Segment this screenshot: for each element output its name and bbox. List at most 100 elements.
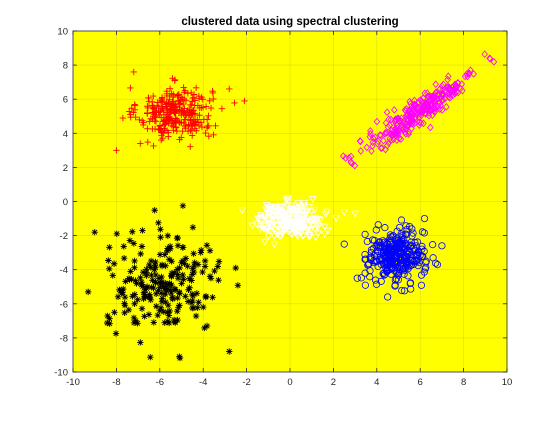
- data-point-asterisk: [162, 290, 169, 298]
- data-point-asterisk: [201, 257, 209, 265]
- data-point-diamond: [389, 131, 397, 139]
- data-point-plus: [163, 103, 170, 110]
- data-point-triangle: [261, 206, 270, 214]
- data-point-asterisk: [191, 259, 198, 266]
- data-point-triangle: [260, 238, 269, 246]
- data-point-plus: [198, 123, 206, 131]
- data-point-triangle: [284, 198, 292, 206]
- data-point-circle: [401, 230, 410, 238]
- data-point-asterisk: [147, 354, 154, 361]
- data-point-asterisk: [190, 262, 198, 270]
- data-point-asterisk: [166, 307, 173, 315]
- x-tick-label: 8: [461, 377, 466, 388]
- data-point-diamond: [465, 69, 473, 78]
- data-point-asterisk: [164, 302, 172, 309]
- data-point-plus: [174, 92, 181, 100]
- data-point-circle: [404, 251, 412, 259]
- data-point-triangle: [256, 212, 265, 219]
- data-point-circle: [387, 238, 395, 247]
- data-point-asterisk: [150, 319, 157, 326]
- data-point-plus: [169, 75, 176, 82]
- data-point-circle: [398, 286, 406, 295]
- data-point-plus: [147, 115, 154, 122]
- data-point-diamond: [455, 88, 462, 97]
- data-point-asterisk: [164, 318, 171, 325]
- x-tick-label: 4: [374, 377, 379, 388]
- data-point-asterisk: [155, 275, 163, 282]
- y-tick-label: -4: [60, 265, 68, 276]
- data-point-plus: [136, 116, 143, 123]
- data-point-diamond: [339, 152, 347, 160]
- data-point-asterisk: [139, 227, 146, 234]
- data-point-diamond: [427, 123, 434, 132]
- data-point-asterisk: [138, 243, 146, 250]
- data-point-asterisk: [190, 250, 197, 257]
- data-point-circle: [372, 226, 380, 234]
- data-point-diamond: [373, 117, 381, 126]
- series-plus: [113, 68, 248, 154]
- data-point-plus: [187, 117, 194, 124]
- data-point-circle: [400, 266, 408, 274]
- data-point-asterisk: [141, 313, 148, 320]
- data-point-circle: [394, 276, 402, 284]
- data-point-plus: [180, 89, 188, 96]
- data-point-circle: [372, 280, 381, 288]
- data-point-asterisk: [163, 286, 170, 294]
- data-point-plus: [130, 109, 137, 116]
- data-point-plus: [149, 102, 156, 109]
- data-point-asterisk: [120, 243, 127, 250]
- data-point-diamond: [441, 95, 449, 103]
- data-point-plus: [144, 138, 151, 146]
- data-point-asterisk: [201, 263, 209, 270]
- data-point-asterisk: [209, 294, 216, 301]
- data-point-plus: [146, 118, 153, 125]
- data-point-plus: [185, 112, 192, 119]
- data-point-circle: [420, 229, 428, 237]
- data-point-asterisk: [106, 244, 113, 251]
- data-point-diamond: [446, 90, 453, 98]
- data-point-asterisk: [188, 290, 196, 298]
- data-point-asterisk: [195, 299, 202, 306]
- data-point-asterisk: [179, 244, 186, 251]
- data-point-asterisk: [169, 295, 176, 303]
- data-point-circle: [387, 256, 395, 265]
- data-point-triangle: [292, 231, 301, 239]
- data-point-plus: [150, 92, 157, 100]
- data-point-diamond: [393, 128, 401, 137]
- data-point-asterisk: [131, 257, 138, 265]
- data-point-asterisk: [121, 309, 128, 316]
- data-point-asterisk: [131, 264, 138, 271]
- data-point-asterisk: [121, 300, 128, 307]
- data-point-triangle: [276, 207, 285, 215]
- data-point-circle: [406, 279, 414, 288]
- data-point-plus: [166, 85, 174, 92]
- data-point-diamond: [449, 91, 457, 100]
- data-point-circle: [395, 268, 403, 276]
- y-tick-label: 6: [63, 95, 68, 106]
- data-point-asterisk: [151, 207, 158, 214]
- data-point-asterisk: [142, 293, 149, 300]
- data-point-circle: [395, 244, 404, 252]
- data-point-asterisk: [128, 276, 135, 283]
- data-point-triangle: [270, 203, 279, 211]
- data-point-triangle: [283, 202, 292, 210]
- data-point-plus: [158, 132, 165, 139]
- data-point-triangle: [284, 219, 293, 227]
- data-point-triangle: [303, 208, 312, 216]
- data-point-asterisk: [203, 242, 211, 249]
- data-point-diamond: [357, 137, 364, 146]
- data-point-plus: [206, 97, 213, 105]
- data-point-asterisk: [171, 318, 179, 326]
- data-point-diamond: [369, 142, 376, 150]
- data-point-diamond: [393, 127, 401, 136]
- data-point-circle: [433, 261, 442, 269]
- data-point-plus: [150, 142, 157, 150]
- y-tick-label: -10: [54, 368, 68, 379]
- data-point-triangle: [298, 218, 307, 225]
- data-point-circle: [420, 247, 428, 255]
- data-point-diamond: [378, 144, 386, 152]
- data-point-asterisk: [178, 280, 185, 287]
- data-point-diamond: [425, 111, 433, 120]
- data-point-asterisk: [192, 312, 200, 320]
- data-point-plus: [139, 121, 147, 129]
